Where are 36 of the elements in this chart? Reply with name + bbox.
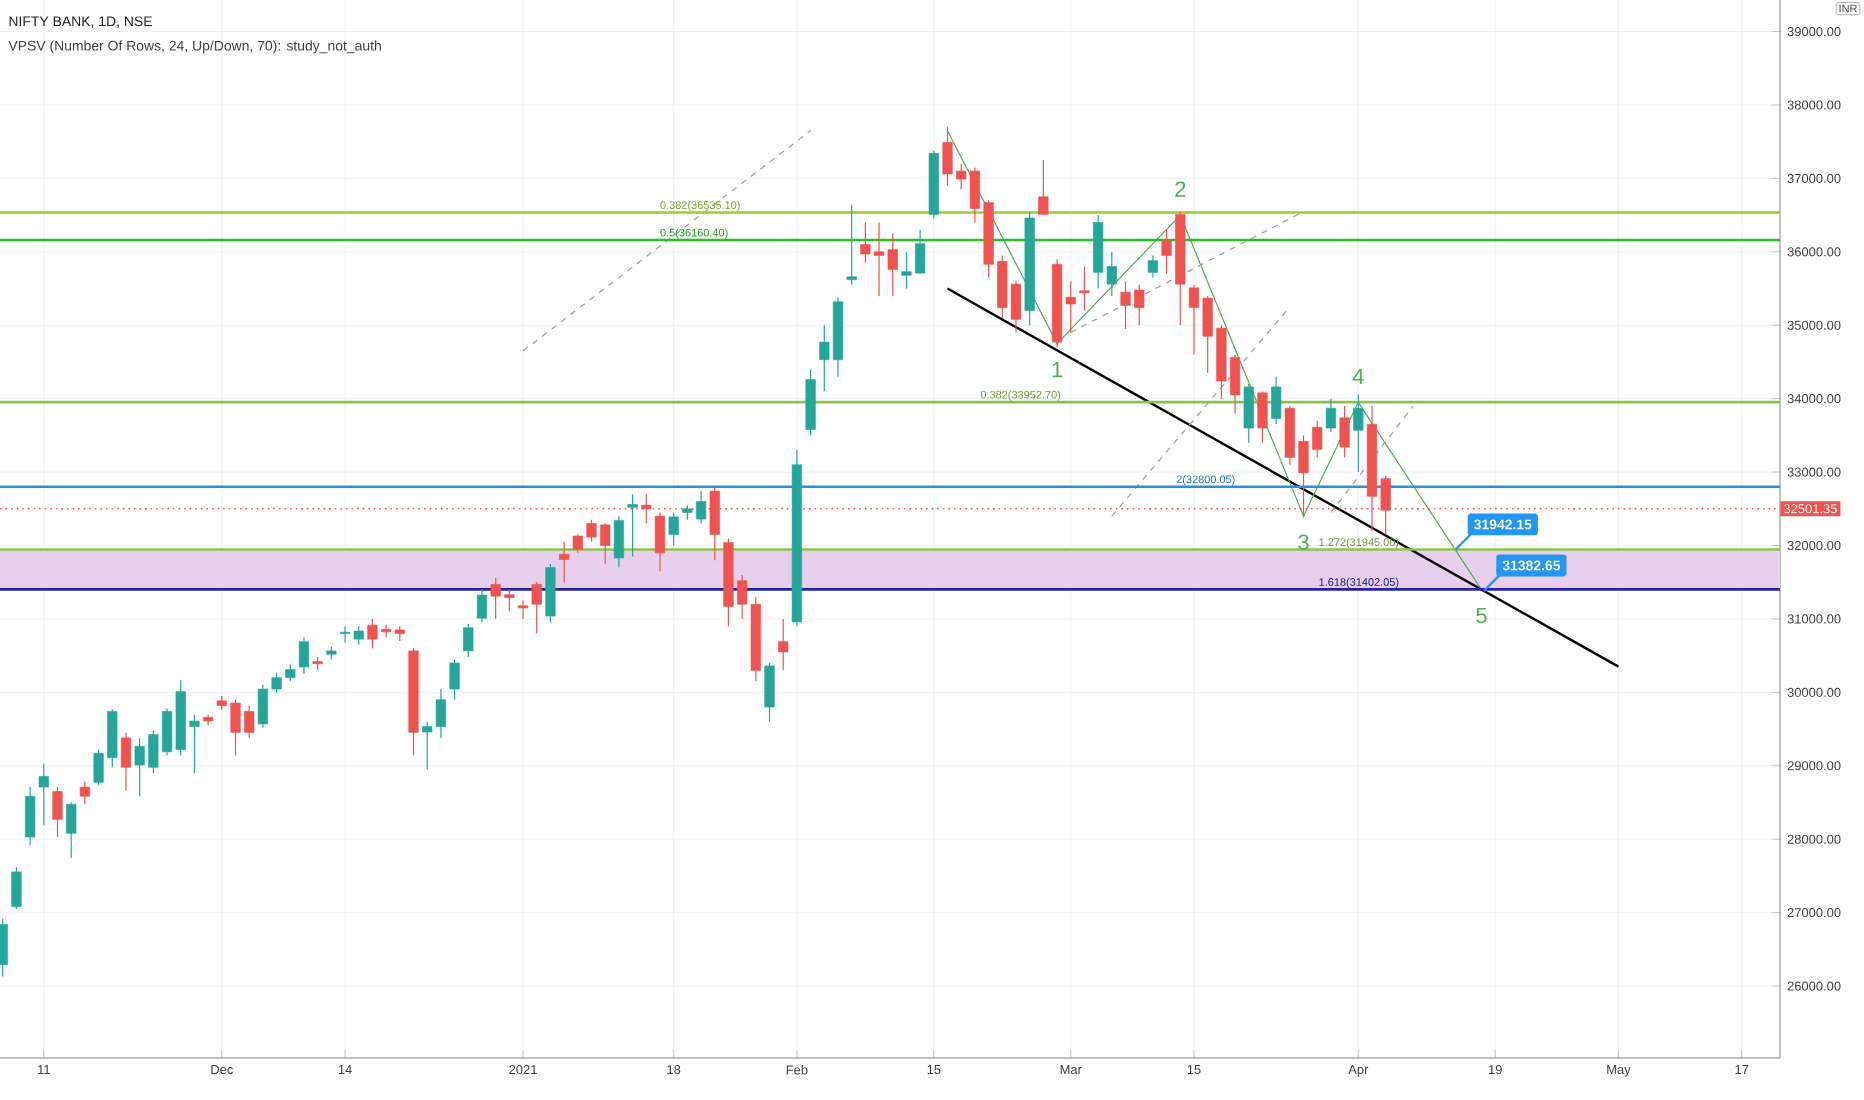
candlestick (38, 762, 49, 826)
annotation: 5 (1476, 607, 1487, 624)
candlestick (764, 662, 775, 723)
annotation: 4 (1352, 368, 1364, 384)
candlestick (66, 801, 77, 859)
candlestick (778, 618, 789, 671)
candlestick (1079, 265, 1090, 312)
candlestick (1325, 398, 1336, 433)
candlestick (79, 780, 90, 805)
annotation: 2 (1175, 181, 1186, 197)
candlestick (1271, 376, 1282, 425)
candlestick (1353, 393, 1364, 473)
candlestick (11, 866, 22, 910)
candlestick (517, 599, 529, 620)
candlestick (463, 623, 474, 658)
candlestick (120, 731, 132, 791)
candlestick (203, 713, 214, 726)
candlestick (559, 541, 570, 583)
candlestick (668, 511, 679, 547)
candlestick (531, 581, 542, 635)
candlestick (1038, 159, 1049, 216)
candlestick (627, 493, 638, 558)
candlestick (1339, 405, 1350, 459)
annotation: 1 (1052, 362, 1063, 378)
candlestick (1147, 254, 1158, 279)
annotation: 3 (1298, 534, 1309, 550)
candlestick (52, 786, 63, 838)
candlestick (613, 515, 624, 569)
candlestick (1243, 383, 1254, 444)
candlestick (1257, 390, 1268, 444)
candlestick (846, 204, 857, 286)
candlestick (449, 658, 460, 701)
candlestick (298, 636, 310, 675)
candlestick (25, 786, 36, 846)
candlestick (0, 917, 8, 978)
candlestick (476, 588, 488, 623)
